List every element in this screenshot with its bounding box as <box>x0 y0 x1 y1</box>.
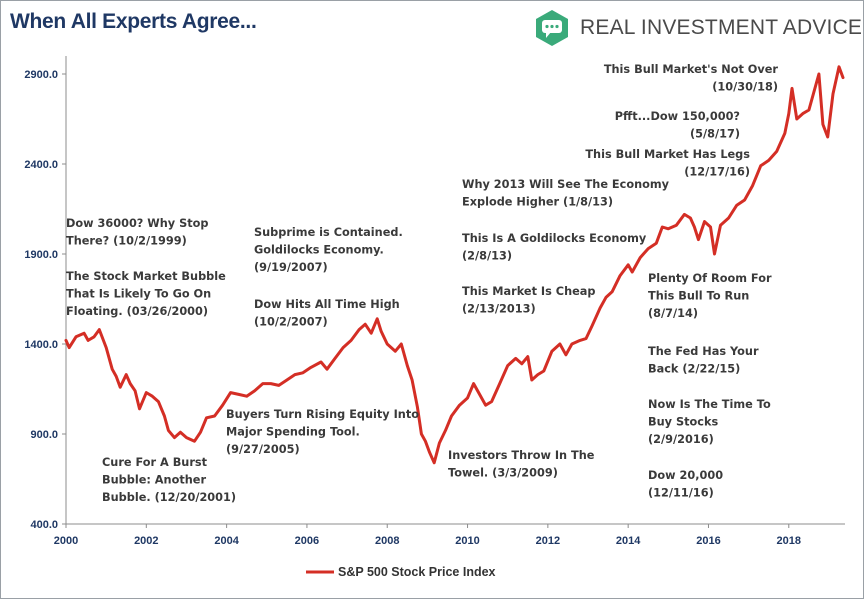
annotation-line: Pfft...Dow 150,000? <box>615 110 740 123</box>
x-tick-label: 2012 <box>536 535 560 547</box>
annotation-line: Major Spending Tool. <box>226 426 360 439</box>
annotation-line: (9/19/2007) <box>254 261 328 274</box>
series-line <box>64 65 845 465</box>
annotation-line: That Is Likely To Go On <box>66 288 211 301</box>
x-tick-label: 2014 <box>616 535 641 547</box>
chart-legend: S&P 500 Stock Price Index <box>306 565 496 579</box>
y-tick-label: 2900.0 <box>24 69 58 81</box>
x-tick-label: 2018 <box>777 535 801 547</box>
annotation-line: Now Is The Time To <box>648 398 771 411</box>
chart-axes <box>65 56 845 525</box>
x-tick-label: 2010 <box>455 535 479 547</box>
annotation-line: Towel. (3/3/2009) <box>448 467 558 480</box>
annotation-line: Back (2/22/15) <box>648 363 740 376</box>
annotation-line: (12/17/16) <box>684 166 750 179</box>
annotation-line: There? (10/2/1999) <box>66 235 187 248</box>
y-tick-label: 900.0 <box>30 429 58 441</box>
annotation-line: The Stock Market Bubble <box>66 270 226 283</box>
chart-ticks: 400.0 900.0 1400.0 1900.0 2400.0 2900.0 2000 20… <box>24 69 801 547</box>
y-tick-label: 1900.0 <box>24 249 58 261</box>
annotation-line: Floating. (03/26/2000) <box>66 305 208 318</box>
annotation-line: This Market Is Cheap <box>462 285 595 298</box>
chart-annotations: Dow 36000? Why Stop There? (10/2/1999) The… <box>66 63 778 504</box>
chart-series <box>64 65 845 465</box>
annotation-line: Goldilocks Economy. <box>254 244 384 257</box>
annotation-line: Plenty Of Room For <box>648 272 772 285</box>
y-tick-label: 2400.0 <box>24 159 58 171</box>
x-tick-label: 2002 <box>134 535 158 547</box>
annotation-line: Bubble. (12/20/2001) <box>102 491 236 504</box>
annotation-line: (8/7/14) <box>648 307 698 320</box>
annotation-line: The Fed Has Your <box>648 345 759 358</box>
annotation-line: (10/2/2007) <box>254 316 328 329</box>
y-tick-label: 1400.0 <box>24 339 58 351</box>
x-tick-label: 2004 <box>214 535 239 547</box>
x-tick-label: 2008 <box>375 535 399 547</box>
annotation-line: Dow Hits All Time High <box>254 298 400 311</box>
annotation-line: (10/30/18) <box>712 81 778 94</box>
chart-title: When All Experts Agree... <box>10 10 257 33</box>
annotation-line: Subprime is Contained. <box>254 226 403 239</box>
annotation-line: Buyers Turn Rising Equity Into <box>226 408 419 421</box>
annotation-line: Dow 20,000 <box>648 469 723 482</box>
annotation-line: Dow 36000? Why Stop <box>66 217 208 230</box>
annotation-line: This Is A Goldilocks Economy <box>462 232 647 245</box>
brand: REAL INVESTMENT ADVICE <box>532 8 862 48</box>
annotation-line: (9/27/2005) <box>226 443 300 456</box>
y-tick-label: 400.0 <box>30 519 58 531</box>
annotation-line: Bubble: Another <box>102 474 206 487</box>
annotation-line: (2/13/2013) <box>462 303 536 316</box>
annotation-line: Explode Higher (1/8/13) <box>462 196 613 209</box>
annotation-line: (12/11/16) <box>648 487 714 500</box>
annotation-line: Cure For A Burst <box>102 456 208 469</box>
legend-label: S&P 500 Stock Price Index <box>338 565 496 579</box>
annotation-line: (2/9/2016) <box>648 433 714 446</box>
speech-bubble-icon <box>536 10 568 46</box>
annotation-line: Buy Stocks <box>648 416 718 429</box>
annotation-line: This Bull Market's Not Over <box>604 63 779 76</box>
annotation-line: Investors Throw In The <box>448 449 595 462</box>
brand-name: REAL INVESTMENT ADVICE <box>580 16 863 39</box>
x-tick-label: 2016 <box>696 535 720 547</box>
annotation-line: Why 2013 Will See The Economy <box>462 178 670 191</box>
annotation-line: This Bull To Run <box>648 290 749 303</box>
annotation-line: (5/8/17) <box>690 128 740 141</box>
x-tick-label: 2000 <box>54 535 78 547</box>
x-tick-label: 2006 <box>295 535 319 547</box>
annotation-line: This Bull Market Has Legs <box>585 148 750 161</box>
annotation-line: (2/8/13) <box>462 250 512 263</box>
